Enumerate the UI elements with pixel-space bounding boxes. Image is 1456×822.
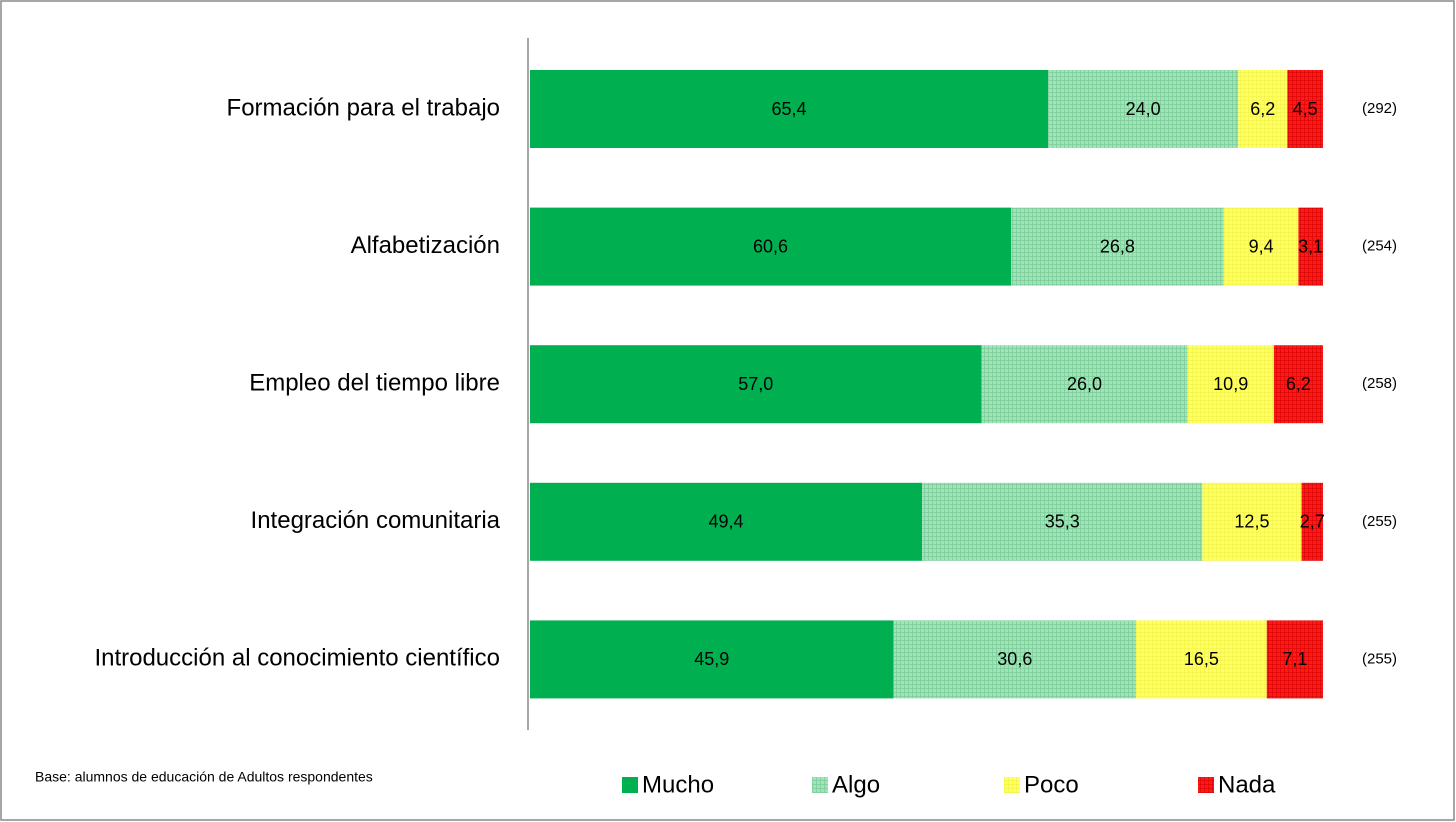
bar-segment (530, 482, 923, 561)
data-label: 45,9 (694, 649, 729, 669)
data-label: 49,4 (709, 512, 744, 532)
bar-segment (1187, 345, 1274, 424)
data-label: 26,8 (1100, 236, 1135, 256)
bar-segment (530, 345, 982, 424)
data-label: 7,1 (1282, 649, 1307, 669)
category-label: Integración comunitaria (251, 507, 501, 534)
data-label: 26,0 (1067, 374, 1102, 394)
bar-segment (1273, 345, 1323, 424)
bar-segment (1202, 482, 1302, 561)
sample-size: (258) (1362, 375, 1397, 392)
bar-segment (1301, 482, 1323, 561)
bar-segment (1298, 207, 1323, 286)
sample-size: (255) (1362, 650, 1397, 667)
category-label: Introducción al conocimiento científico (94, 645, 500, 672)
sample-size: (255) (1362, 513, 1397, 530)
bar-segment (530, 620, 894, 699)
legend-label: Nada (1218, 771, 1276, 798)
data-label: 35,3 (1045, 512, 1080, 532)
data-label: 4,5 (1293, 99, 1318, 119)
data-label: 12,5 (1234, 512, 1269, 532)
bar-segment (893, 620, 1137, 699)
bar-segment (1223, 207, 1299, 286)
bar-segment (1048, 70, 1239, 148)
data-label: 57,0 (738, 374, 773, 394)
sample-size: (292) (1362, 100, 1397, 117)
category-label: Alfabetización (351, 232, 500, 259)
bar-segment (530, 207, 1012, 286)
data-label: 65,4 (772, 99, 807, 119)
bar-segment (1266, 620, 1323, 699)
legend-label: Poco (1024, 771, 1079, 798)
bar-segment (981, 345, 1188, 424)
data-label: 10,9 (1213, 374, 1248, 394)
data-label: 30,6 (997, 649, 1032, 669)
legend-swatch (622, 777, 638, 793)
data-label: 3,1 (1298, 236, 1323, 256)
legend-swatch (1198, 777, 1214, 793)
data-label: 16,5 (1184, 649, 1219, 669)
data-label: 2,7 (1300, 512, 1325, 532)
footnote: Base: alumnos de educación de Adultos re… (35, 769, 373, 785)
legend-label: Algo (832, 771, 880, 798)
bar-segment (1287, 70, 1323, 148)
data-label: 6,2 (1250, 99, 1275, 119)
bar-segment (922, 482, 1203, 561)
bar-segment (1011, 207, 1224, 286)
data-label: 24,0 (1126, 99, 1161, 119)
data-label: 60,6 (753, 236, 788, 256)
bar-segment (1238, 70, 1288, 148)
bar-segment (1136, 620, 1267, 699)
bar-segment (530, 70, 1049, 148)
category-label: Formación para el trabajo (227, 94, 500, 121)
data-label: 9,4 (1249, 236, 1274, 256)
category-label: Empleo del tiempo libre (249, 370, 500, 397)
legend-swatch (1004, 777, 1020, 793)
data-label: 6,2 (1286, 374, 1311, 394)
legend-label: Mucho (642, 771, 714, 798)
legend-swatch (812, 777, 828, 793)
sample-size: (254) (1362, 238, 1397, 255)
